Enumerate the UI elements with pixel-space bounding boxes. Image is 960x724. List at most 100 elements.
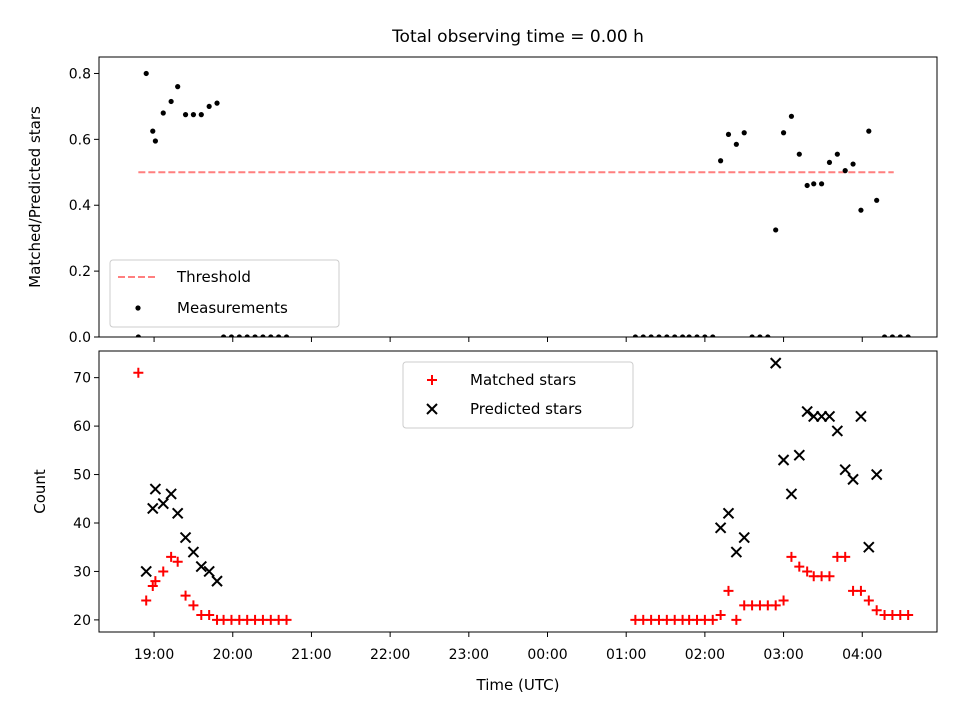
y-tick-label: 70 xyxy=(73,371,91,387)
y-tick-label: 40 xyxy=(73,516,91,532)
matched-star-point xyxy=(770,600,781,611)
matched-star-point xyxy=(150,576,161,587)
legend-predicted-swatch xyxy=(426,403,438,415)
measurement-point xyxy=(881,334,888,337)
measurement-point xyxy=(757,334,763,337)
predicted-star-point xyxy=(147,502,159,515)
legend-box xyxy=(402,361,634,429)
measurement-point xyxy=(842,168,848,174)
matched-star-point xyxy=(786,551,797,562)
x-tick-label: 23:00 xyxy=(449,647,489,663)
measurement-point xyxy=(268,334,274,337)
predicted-star-point xyxy=(769,357,782,369)
legend-threshold-label: Threshold xyxy=(176,268,251,286)
measurement-point xyxy=(220,334,227,337)
measurement-point xyxy=(152,138,158,144)
matched-star-point xyxy=(778,595,789,606)
measurement-point xyxy=(725,131,732,138)
x-axis-label: Time (UTC) xyxy=(476,676,560,694)
predicted-star-point xyxy=(187,546,200,558)
x-tick-label: 21:00 xyxy=(291,647,331,663)
measurement-point xyxy=(214,100,220,106)
matched-star-point xyxy=(855,585,866,596)
legend-predicted-label: Predicted stars xyxy=(470,400,582,418)
measurement-point xyxy=(276,334,282,337)
matched-star-point xyxy=(172,556,183,567)
measurement-point xyxy=(897,334,903,337)
predicted-star-point xyxy=(140,565,152,578)
measurement-point xyxy=(664,334,670,337)
y-tick-label: 20 xyxy=(73,613,91,629)
y-tick-label: 30 xyxy=(73,564,91,580)
data-layer xyxy=(133,357,914,625)
matched-star-point xyxy=(204,610,215,621)
predicted-star-point xyxy=(785,488,798,500)
x-tick-label: 20:00 xyxy=(213,647,253,663)
matched-star-point xyxy=(158,566,169,577)
measurement-point xyxy=(765,334,771,337)
measurement-point xyxy=(804,182,810,189)
measurement-point xyxy=(818,181,825,187)
y-tick-label: 0.0 xyxy=(69,330,91,346)
matched-star-point xyxy=(707,614,718,625)
predicted-star-point xyxy=(777,454,790,466)
measurement-point xyxy=(788,113,795,119)
legend-measurement-label: Measurements xyxy=(177,299,288,317)
predicted-star-point xyxy=(211,575,223,587)
matched-star-point xyxy=(180,590,191,601)
legend-measurement-swatch xyxy=(135,305,141,311)
measurement-point xyxy=(811,181,817,187)
predicted-star-point xyxy=(157,497,169,510)
y-tick-label: 0.2 xyxy=(69,264,91,280)
predicted-star-point xyxy=(831,425,844,437)
predicted-star-point xyxy=(165,488,177,500)
measurement-point xyxy=(206,103,212,110)
predicted-star-point xyxy=(823,410,836,423)
measurement-point xyxy=(150,128,156,134)
y-axis-label: Matched/Predicted stars xyxy=(26,106,44,288)
predicted-star-point xyxy=(179,531,192,544)
measurement-point xyxy=(889,334,896,337)
predicted-star-point xyxy=(847,473,859,486)
x-tick-label: 22:00 xyxy=(370,647,410,663)
predicted-star-point xyxy=(870,468,883,481)
measurement-point xyxy=(702,334,708,337)
predicted-star-point xyxy=(839,463,851,476)
predicted-star-point xyxy=(203,565,215,578)
x-tick-label: 19:00 xyxy=(134,647,174,663)
figure-title: Total observing time = 0.00 h xyxy=(391,27,644,47)
measurement-point xyxy=(640,334,646,337)
y-tick-label: 50 xyxy=(73,468,91,484)
measurement-point xyxy=(244,334,250,337)
measurement-point xyxy=(672,334,678,337)
predicted-star-point xyxy=(722,507,735,520)
legend-matched-label: Matched stars xyxy=(470,371,576,389)
axes-frame xyxy=(98,350,938,633)
predicted-star-point xyxy=(738,531,750,544)
measurement-point xyxy=(874,197,880,203)
measurement-point xyxy=(648,334,654,337)
measurement-point xyxy=(718,158,724,164)
predicted-star-point xyxy=(855,410,867,423)
matched-star-point xyxy=(281,614,292,625)
measurement-point xyxy=(168,98,174,105)
legend-box xyxy=(109,259,340,328)
measurement-point xyxy=(686,334,692,337)
matched-star-point xyxy=(824,571,835,582)
predicted-star-point xyxy=(801,405,813,418)
measurement-point xyxy=(135,334,141,337)
matched-star-point xyxy=(871,605,882,616)
legend-matched-swatch xyxy=(427,375,437,385)
measurement-point xyxy=(679,334,686,337)
data-layer xyxy=(135,70,911,337)
predicted-star-point xyxy=(730,546,743,558)
predicted-star-point xyxy=(793,449,806,461)
measurement-point xyxy=(905,334,911,337)
measurement-point xyxy=(283,334,290,337)
matched-star-point xyxy=(715,610,726,621)
measurement-point xyxy=(773,227,779,233)
measurement-point xyxy=(228,334,235,337)
measurement-point xyxy=(143,70,149,77)
matched-star-point xyxy=(188,600,199,611)
